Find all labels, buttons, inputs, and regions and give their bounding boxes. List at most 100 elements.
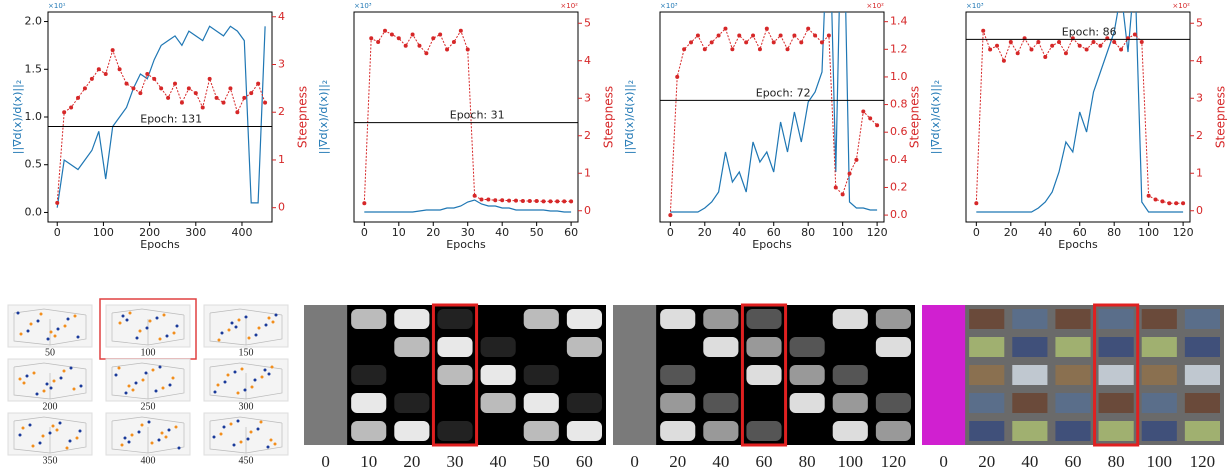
x-tick-label: 0 <box>54 226 61 239</box>
thumbnail-dot <box>70 367 73 370</box>
grid-column-label: 60 <box>576 452 593 471</box>
image-cell <box>1185 393 1220 413</box>
image-cell <box>394 309 429 329</box>
series-point <box>820 40 824 44</box>
y2-tick-label: 4 <box>278 10 285 23</box>
image-cell <box>613 333 656 361</box>
series-point <box>90 77 94 81</box>
series-point <box>411 33 415 37</box>
series-point <box>1029 48 1033 52</box>
thumbnail-dot <box>248 337 251 340</box>
series-point <box>1002 59 1006 63</box>
thumbnail-label: 400 <box>141 455 156 466</box>
y-multiplier: ×10³ <box>354 2 372 10</box>
x-tick-label: 400 <box>231 226 252 239</box>
thumbnail-dot <box>124 437 127 440</box>
thumbnail-dot <box>161 432 164 435</box>
thumbnail-dot <box>142 379 145 382</box>
grid-column-label: 80 <box>799 452 816 471</box>
y2-tick-label: 0.6 <box>890 125 908 138</box>
series-point <box>689 40 693 44</box>
image-cell <box>481 309 516 329</box>
image-cell <box>481 365 516 385</box>
thumbnail-dot <box>173 332 176 335</box>
thumbnail-dot <box>223 426 226 429</box>
series-point <box>397 36 401 40</box>
y2-tick-label: 1.2 <box>890 42 908 55</box>
image-cell <box>351 393 386 413</box>
y2-tick-label: 5 <box>584 16 591 29</box>
series-point <box>1181 201 1185 205</box>
x-axis-label: Epochs <box>752 238 792 251</box>
image-cell <box>481 421 516 441</box>
series-point <box>83 86 87 90</box>
thumbnail-label: 250 <box>141 401 156 412</box>
x-tick-label: 60 <box>564 226 578 239</box>
series-point <box>466 48 470 52</box>
y2-multiplier: ×10² <box>866 2 884 10</box>
series-point <box>55 201 59 205</box>
thumbnail-dot <box>272 321 275 324</box>
grid-column-label: 40 <box>1021 452 1038 471</box>
thumbnail-dot <box>254 379 257 382</box>
grid-column-label: 10 <box>360 452 377 471</box>
series-point <box>730 47 734 51</box>
grid-column-label: 40 <box>490 452 507 471</box>
thumbnail-label: 350 <box>43 455 58 466</box>
image-cell <box>790 393 825 413</box>
thumbnail-dot <box>251 386 254 389</box>
y2-tick-label: 1 <box>278 153 285 166</box>
series-point <box>228 86 232 90</box>
y2-tick-label: 2 <box>278 105 285 118</box>
series-point <box>841 192 845 196</box>
series-point <box>744 40 748 44</box>
series-point <box>535 199 539 203</box>
image-cell <box>746 337 781 357</box>
image-cell <box>1055 365 1090 385</box>
series-point <box>528 199 532 203</box>
thumbnail-dot <box>64 325 67 328</box>
image-cell <box>660 365 695 385</box>
series-point <box>542 199 546 203</box>
y2-axis-label: Steepness <box>602 86 616 148</box>
thumbnail-dot <box>132 389 135 392</box>
thumbnail-dot <box>270 439 273 442</box>
thumbnail-dot <box>37 320 40 323</box>
image-cell <box>351 309 386 329</box>
thumbnail-dot <box>67 318 70 321</box>
series-point <box>751 33 755 37</box>
series-point <box>104 72 108 76</box>
grid-column-label: 40 <box>712 452 729 471</box>
thumbnail-dot <box>122 315 125 318</box>
series-point <box>404 44 408 48</box>
series-point <box>1167 201 1171 205</box>
image-cell <box>746 365 781 385</box>
series-point <box>1133 33 1137 37</box>
thumbnail-dot <box>17 312 20 315</box>
thumbnail-dot <box>128 385 131 388</box>
series-point <box>166 96 170 100</box>
series-point <box>562 199 566 203</box>
thumbnail-dot <box>260 421 263 424</box>
thumbnail-dot <box>233 444 236 447</box>
thumbnail-dot <box>159 366 162 369</box>
grid-column-label: 20 <box>669 452 686 471</box>
series-point <box>1085 48 1089 52</box>
thumbnail-dot <box>145 372 148 375</box>
x-tick-label: 100 <box>93 226 114 239</box>
image-cell <box>833 309 868 329</box>
y2-axis-label: Steepness <box>1214 86 1228 148</box>
thumbnail-dot <box>126 319 129 322</box>
thumbnail-dot <box>54 335 57 338</box>
x-tick-label: 0 <box>667 226 674 239</box>
x-tick-label: 100 <box>1138 226 1159 239</box>
series-point <box>152 77 156 81</box>
thumbnail-dot <box>244 389 247 392</box>
thumbnail-label: 300 <box>239 401 254 412</box>
x-tick-label: 300 <box>185 226 206 239</box>
image-cell <box>1012 393 1047 413</box>
y-axis-label: ||∇d(x)/d(x)||₂ <box>11 80 24 154</box>
x-axis-label: Epochs <box>140 238 180 251</box>
series-point <box>861 109 865 113</box>
thumbnail-dot <box>237 392 240 395</box>
